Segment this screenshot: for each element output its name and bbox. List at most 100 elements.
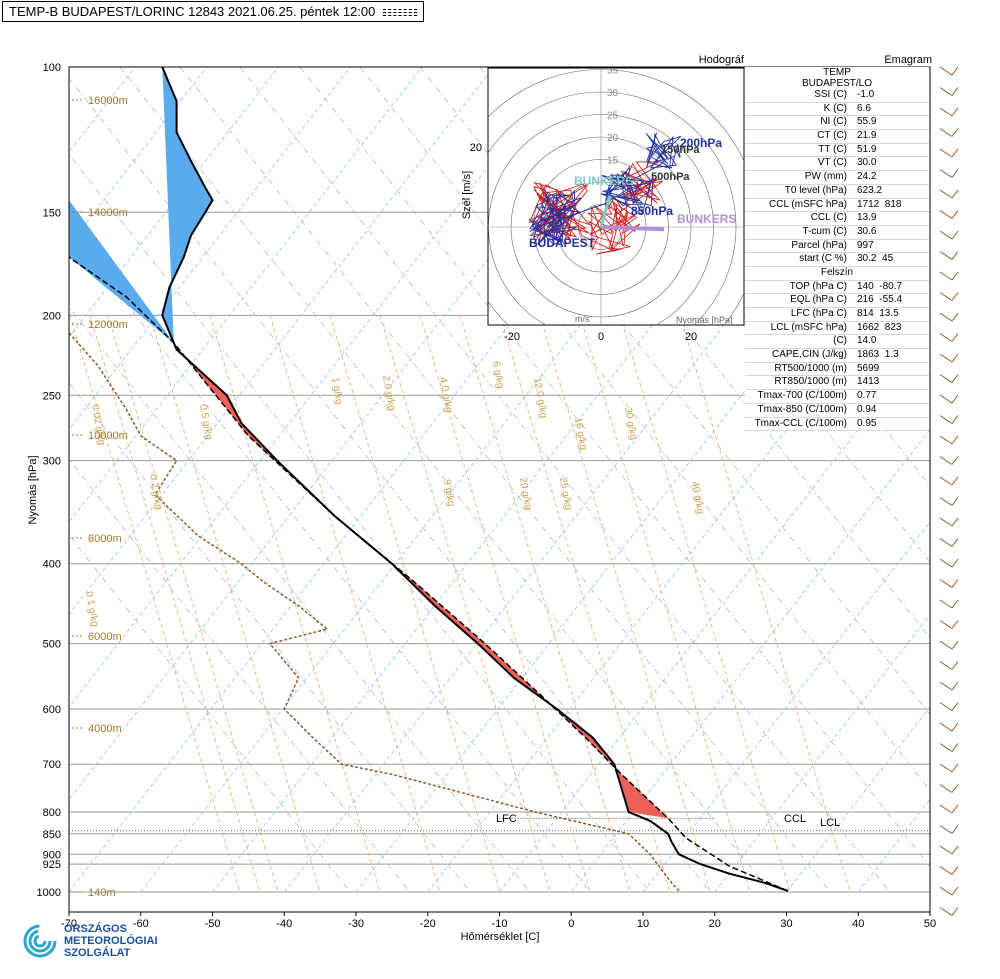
dry-adiabat xyxy=(179,67,831,893)
table-row: T0 level (hPa) 623.2 xyxy=(745,185,929,199)
mixing-ratio-label: 1 g/kg xyxy=(329,377,345,406)
table-row-key: Parcel (hPa) xyxy=(791,239,847,251)
hodo-ytitle: Szél [m/s] xyxy=(461,171,473,219)
wind-barb xyxy=(939,620,959,629)
dry-adiabat xyxy=(239,67,891,893)
wind-barb xyxy=(939,763,959,773)
table-row-key: CAPE,CIN (J/kg) xyxy=(771,349,847,361)
wind-barb-flag xyxy=(951,517,959,527)
plot-frame xyxy=(68,66,931,913)
isotherm-line xyxy=(69,67,351,431)
dry-adiabat xyxy=(419,67,930,715)
wind-barb-staff xyxy=(939,661,953,670)
mixing-ratio-line xyxy=(107,315,279,893)
wind-barb xyxy=(939,292,959,301)
table-row-value: 14.0 xyxy=(857,335,877,347)
wind-barb-staff xyxy=(939,517,953,527)
wind-barb-flag xyxy=(951,435,959,445)
table-row-value: 13.9 xyxy=(857,212,877,224)
wind-barb-staff xyxy=(939,845,953,855)
wind-barb-staff xyxy=(939,107,953,117)
wind-barb xyxy=(939,702,959,711)
wind-barb xyxy=(939,271,959,281)
table-row-key: start (C %) xyxy=(799,253,847,265)
wind-barb-flag xyxy=(951,292,959,301)
wind-barb-flag xyxy=(951,374,959,383)
hodograph-ring-label: 15 xyxy=(607,156,619,167)
table-row-value: 30.0 xyxy=(857,157,877,169)
table-row: T-cum (C) 30.6 xyxy=(745,226,929,240)
wind-barb xyxy=(939,251,959,260)
x-tick-label: 30 xyxy=(780,918,792,930)
hodograph-ring-label: 25 xyxy=(607,111,619,122)
altitude-label: 12000m xyxy=(88,319,128,331)
mixing-ratio-label: 12.0 g/kg xyxy=(531,377,549,419)
table-row-value: 623.2 xyxy=(857,184,883,196)
mixing-ratio-label: 0.1 g/kg xyxy=(83,591,100,628)
wind-barb-staff xyxy=(939,415,953,424)
hodo-label-850: 850hPa xyxy=(631,204,673,218)
wind-barb-staff xyxy=(939,497,953,506)
wind-barb-flag xyxy=(951,148,959,158)
wind-barb-flag xyxy=(951,538,959,547)
bunkers-right-arrow xyxy=(600,225,665,232)
wind-barb-flag xyxy=(951,210,959,219)
wind-barb xyxy=(939,743,959,752)
mixing-ratio-line xyxy=(149,315,321,893)
y-tick-label: 850 xyxy=(43,829,61,841)
wind-barb-flag xyxy=(951,845,959,855)
x-tick-label: 0 xyxy=(568,918,574,930)
wind-barb-staff xyxy=(939,681,953,691)
altitude-label: 16000m xyxy=(88,95,128,107)
table-row-key: TT (C) xyxy=(818,143,847,155)
wind-barb-staff xyxy=(939,353,953,363)
temperature-line xyxy=(161,67,789,892)
table-row: PW (mm) 24.2 xyxy=(745,171,929,185)
y-tick-label: 700 xyxy=(43,759,61,771)
table-row: SSI (C) -1.0 xyxy=(745,89,929,103)
wind-barb xyxy=(939,87,959,96)
y-tick-label: 500 xyxy=(43,639,61,651)
isotherm-line xyxy=(69,67,423,523)
dry-adiabat xyxy=(960,67,1000,892)
wind-barb xyxy=(939,333,959,342)
wind-barb-flag xyxy=(951,743,959,752)
dry-adiabat xyxy=(69,458,411,893)
y-tick-label: 800 xyxy=(43,807,61,819)
wind-barb-staff xyxy=(939,722,953,732)
emagram-label: Emagram xyxy=(884,54,932,66)
wind-barb-staff xyxy=(939,620,953,629)
hodo-label-200: 200hPa xyxy=(680,136,722,150)
hodograph-ring-label: 5 xyxy=(607,201,613,212)
table-row-key: NI (C) xyxy=(820,116,847,128)
wind-barb-staff xyxy=(939,804,953,814)
table-row: Tmax-850 (C/100m) 0.94 xyxy=(745,404,929,418)
wind-barb xyxy=(939,640,959,650)
y-tick-label: 600 xyxy=(43,704,61,716)
wind-barb-staff xyxy=(939,558,953,568)
wind-barb xyxy=(939,107,959,117)
dewpoint-line xyxy=(69,332,680,892)
chart-title: TEMP-B BUDAPEST/LORINC 12843 2021.06.25.… xyxy=(9,4,376,19)
wind-barb-staff xyxy=(939,456,953,465)
table-row-value: 6.6 xyxy=(857,102,871,114)
dry-adiabat xyxy=(539,67,930,563)
ccl-label: CCL xyxy=(784,813,806,825)
wind-barb xyxy=(939,497,959,506)
table-row: RT500/1000 (m) 5699 xyxy=(745,363,929,377)
wind-barb-flag xyxy=(951,87,959,96)
mixing-ratio-line xyxy=(419,315,591,893)
wind-barb-flag xyxy=(951,107,959,117)
table-row: RT850/1000 (m) 1413 xyxy=(745,376,929,391)
table-row-key: Tmax-700 (C/100m) xyxy=(757,390,847,402)
table-row-value: 30.6 xyxy=(857,225,877,237)
x-tick-label: -10 xyxy=(492,918,508,930)
wind-barb-staff xyxy=(939,230,953,240)
wind-barb-staff xyxy=(939,333,953,342)
wind-barb-staff xyxy=(939,66,953,76)
table-row-key: T-cum (C) xyxy=(802,225,847,237)
wind-barb-staff xyxy=(939,743,953,752)
hodo-label-bunkers-left: BUNKERS xyxy=(574,174,633,188)
dry-adiabat xyxy=(479,67,930,639)
wind-barb-staff xyxy=(939,538,953,547)
